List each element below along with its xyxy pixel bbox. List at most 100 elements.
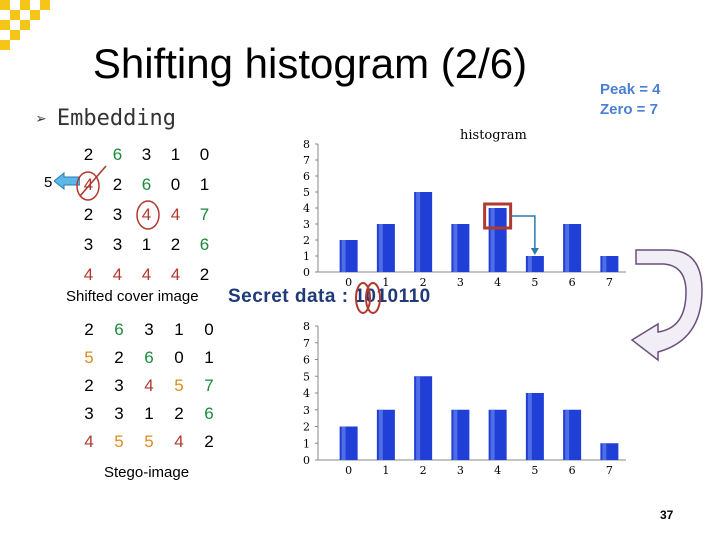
bar-shine (527, 256, 532, 272)
pixel-cell: 5 (114, 432, 124, 451)
pixel-cell: 2 (114, 348, 124, 367)
pixel-cell: 4 (174, 432, 184, 451)
pixel-cell: 1 (141, 235, 152, 254)
table-row: 2 6 3 1 0 (74, 316, 224, 344)
pixel-cell: 6 (199, 235, 210, 254)
peak-text: Peak = 4 (600, 81, 661, 98)
y-tick-label: 2 (303, 421, 310, 434)
histogram-after-chart: 0 1 2 3 4 5 6 7 8 0 1 2 3 4 5 6 7 (303, 320, 626, 477)
y-tick-label: 0 (303, 454, 310, 467)
table-row: 5 2 6 0 1 (74, 344, 224, 372)
shift-arrow-line (510, 215, 536, 250)
pixel-cell: 4 (112, 265, 123, 284)
pixel-cell: 1 (170, 145, 181, 164)
x-tick-label: 2 (420, 276, 427, 288)
x-tick-label: 3 (457, 276, 464, 288)
row-marker: 5 (44, 174, 53, 191)
y-tick-label: 7 (303, 337, 310, 350)
bar-shine (602, 443, 607, 460)
pixel-cell: 3 (144, 320, 154, 339)
bar-shine (565, 224, 570, 272)
y-tick-label: 8 (303, 138, 310, 151)
bar-shine (453, 224, 458, 272)
bar-shine (416, 376, 421, 460)
y-tick-label: 0 (303, 266, 310, 279)
secret-data-label: Secret data : 1010110 (228, 286, 431, 307)
bar-shine (527, 393, 532, 460)
pixel-cell: 6 (112, 145, 123, 164)
pixel-cell: 6 (204, 404, 214, 423)
pixel-cell: 4 (170, 265, 181, 284)
y-tick-label: 4 (303, 387, 310, 400)
pixel-cell: 6 (144, 348, 154, 367)
bar-shine (378, 409, 383, 460)
stego-image-label: Stego-image (104, 464, 190, 481)
pixel-cell: 3 (84, 404, 94, 423)
bar-shine (490, 409, 495, 460)
x-tick-label: 0 (345, 276, 352, 288)
pixel-cell: 3 (141, 145, 152, 164)
x-tick-label: 7 (606, 464, 613, 477)
table-row: 2 3 4 5 7 (74, 372, 224, 400)
x-tick-label: 5 (531, 276, 538, 288)
peak-zero-note: Peak = 4 Zero = 7 (600, 80, 660, 120)
x-tick-label: 1 (382, 464, 389, 477)
shifted-cover-label: Shifted cover image (66, 288, 199, 305)
pixel-cell: 2 (84, 376, 94, 395)
x-tick-label: 4 (494, 276, 501, 288)
pixel-cell: 0 (174, 348, 184, 367)
pixel-cell: 5 (144, 432, 154, 451)
x-tick-label: 6 (569, 464, 576, 477)
slide-title: Shifting histogram (2/6) (92, 40, 528, 87)
pixel-cell: 1 (204, 348, 214, 367)
pixel-cell: 4 (170, 205, 181, 224)
x-tick-label: 4 (494, 464, 501, 477)
x-tick-label: 0 (345, 464, 352, 477)
pixel-cell: 4 (83, 265, 94, 284)
pixel-cell: 3 (83, 235, 94, 254)
table-row: 3 3 1 2 6 (74, 400, 224, 428)
y-tick-label: 7 (303, 154, 310, 167)
x-tick-label: 6 (569, 276, 576, 288)
pixel-cell: 3 (112, 235, 123, 254)
pixel-cell: 4 (83, 175, 94, 194)
x-tick-label: 7 (606, 276, 613, 288)
pixel-cell: 0 (199, 145, 210, 164)
bullet-text: Embedding (56, 106, 177, 131)
pixel-cell: 6 (141, 175, 152, 194)
pixel-cell: 2 (83, 205, 94, 224)
x-tick-label: 5 (531, 464, 538, 477)
pixel-cell: 5 (84, 348, 94, 367)
bar-shine (341, 240, 346, 272)
bar-shine (378, 224, 383, 272)
pixel-cell: 3 (114, 404, 124, 423)
bar-shine (602, 256, 607, 272)
bar-shine (341, 426, 346, 460)
pixel-cell: 2 (170, 235, 181, 254)
pixel-cell: 4 (144, 376, 154, 395)
stego-image-table: 2 6 3 1 0 5 2 6 0 1 2 3 4 5 7 3 3 1 2 6 4 5 5 4 2 (74, 316, 224, 456)
x-tick-label: 2 (420, 464, 427, 477)
y-tick-label: 6 (303, 170, 310, 183)
arrow-head-icon (530, 248, 539, 255)
pixel-cell: 2 (112, 175, 123, 194)
arrow-bullet-icon: ➢ (36, 109, 47, 130)
left-arrow-icon (54, 172, 80, 190)
pixel-cell: 6 (114, 320, 124, 339)
pixel-cell: 3 (112, 205, 123, 224)
x-tick-label: 1 (382, 276, 389, 288)
bar-shine (416, 192, 421, 272)
pixel-cell: 5 (174, 376, 184, 395)
y-tick-label: 5 (303, 186, 310, 199)
pixel-cell: 7 (204, 376, 214, 395)
pixel-cell: 2 (83, 145, 94, 164)
y-tick-label: 8 (303, 320, 310, 333)
pixel-cell: 2 (84, 320, 94, 339)
pixel-cell: 0 (170, 175, 181, 194)
page-number: 37 (660, 508, 674, 522)
bullet-embedding: ➢ Embedding (36, 106, 176, 131)
